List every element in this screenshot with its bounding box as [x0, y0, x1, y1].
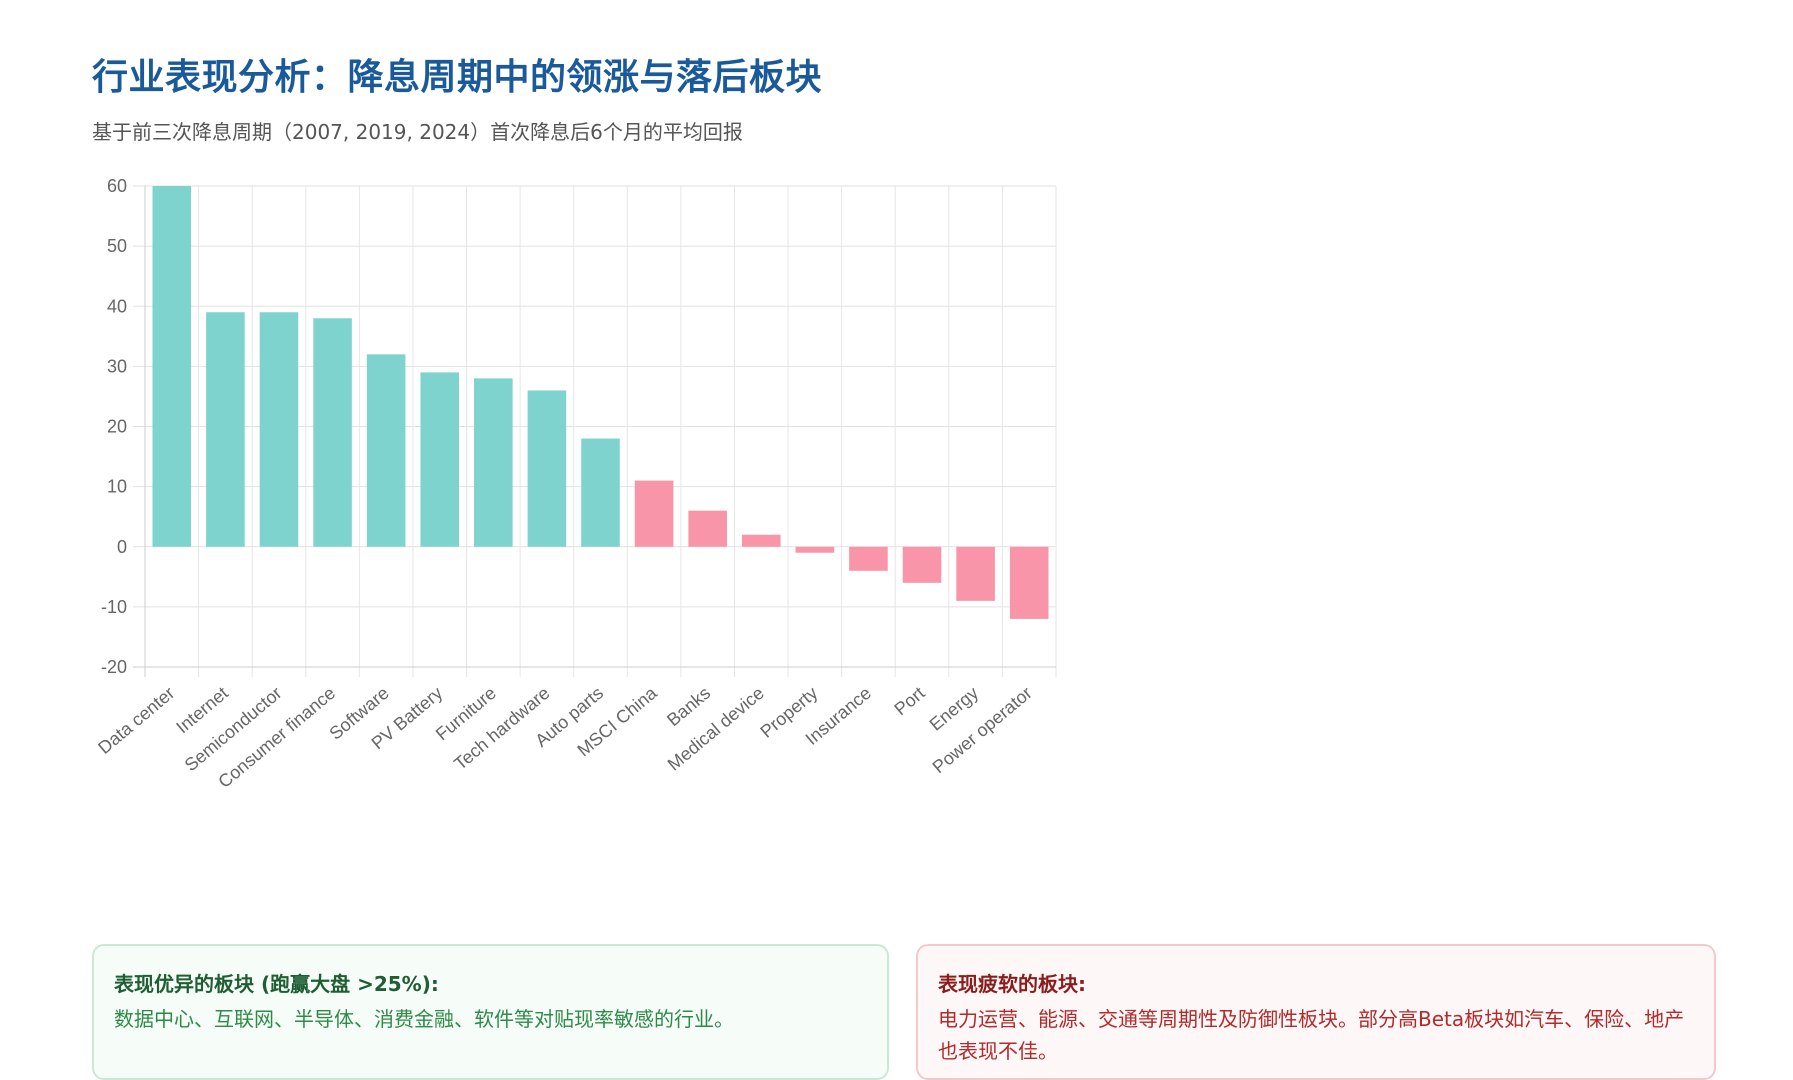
y-tick-label: -10 [101, 597, 127, 617]
bar [259, 312, 299, 547]
bar [313, 318, 352, 547]
bar [795, 546, 835, 553]
bar [366, 354, 406, 547]
bar [527, 390, 567, 547]
x-tick-label: Data center [94, 683, 178, 758]
underperform-card-title: 表现疲软的板块: [938, 972, 1086, 996]
bar [902, 546, 942, 583]
underperform-card: 表现疲软的板块: 电力运营、能源、交通等周期性及防御性板块。部分高Beta板块如… [916, 944, 1716, 1080]
bar [688, 510, 727, 547]
x-tick-label: Tech hardware [450, 683, 553, 774]
y-tick-label: 50 [107, 236, 127, 256]
bar [152, 186, 192, 547]
y-tick-label: 30 [107, 356, 127, 376]
bar [1009, 546, 1049, 619]
y-tick-label: 60 [107, 176, 127, 196]
bar [741, 534, 781, 547]
outperform-card: 表现优异的板块 (跑赢大盘 >25%): 数据中心、互联网、半导体、消费金融、软… [92, 944, 889, 1080]
bar [474, 378, 513, 547]
outperform-card-title: 表现优异的板块 (跑赢大盘 >25%): [114, 972, 439, 996]
y-tick-label: 40 [107, 296, 127, 316]
bar [634, 480, 674, 547]
bar [581, 438, 620, 547]
y-tick-label: 10 [107, 477, 127, 497]
page-title: 行业表现分析：降息周期中的领涨与落后板块 [92, 57, 823, 98]
bar [956, 546, 995, 601]
outperform-card-text: 数据中心、互联网、半导体、消费金融、软件等对贴现率敏感的行业。 [114, 1007, 734, 1031]
bar [420, 372, 460, 547]
bar [206, 312, 245, 547]
bar [849, 546, 888, 571]
underperform-card-text: 电力运营、能源、交通等周期性及防御性板块。部分高Beta板块如汽车、保险、地产也… [938, 1007, 1685, 1063]
x-tick-label: Power operator [929, 683, 1036, 777]
x-tick-label: Port [890, 683, 928, 720]
page-subtitle: 基于前三次降息周期（2007, 2019, 2024）首次降息后6个月的平均回报 [92, 120, 743, 144]
y-tick-label: 20 [107, 417, 127, 437]
y-tick-label: -20 [101, 657, 127, 677]
x-tick-label: Medical device [664, 683, 768, 775]
y-tick-label: 0 [117, 537, 127, 557]
